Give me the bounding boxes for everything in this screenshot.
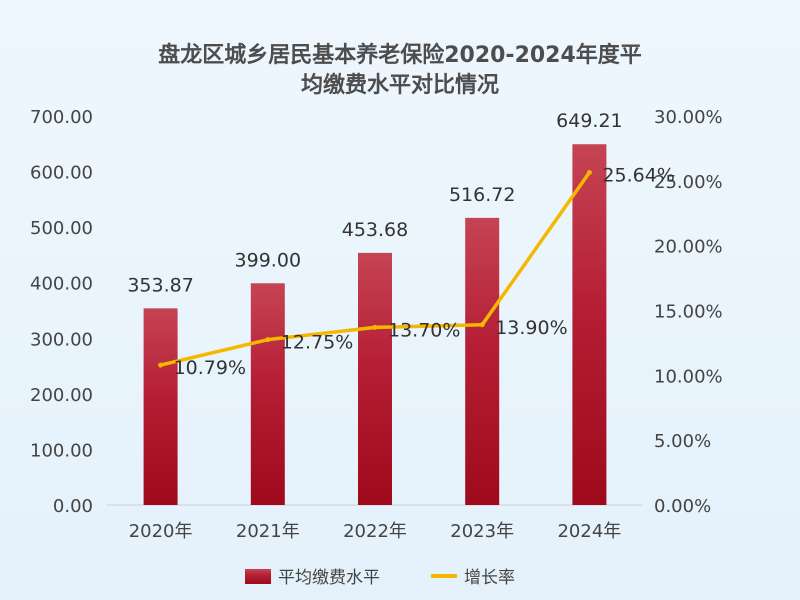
legend-label: 平均缴费水平 [278,568,380,588]
y-left-tick-label: 200.00 [30,385,93,406]
line-data-label: 13.90% [495,317,567,339]
line-point [479,322,485,328]
line-point [265,337,271,343]
line-data-label: 10.79% [174,357,246,379]
chart-title-line1: 盘龙区城乡居民基本养老保险2020-2024年度平 [158,42,642,68]
y-right-tick-label: 20.00% [654,237,723,258]
bar-data-label: 453.68 [342,219,408,241]
x-category-label: 2022年 [343,521,407,542]
y-left-tick-label: 600.00 [30,163,93,184]
bar [250,283,285,505]
y-right-tick-label: 30.00% [654,107,723,128]
bar [465,217,500,505]
y-right-tick-label: 10.00% [654,366,723,387]
line-point [586,170,592,176]
line-data-label: 13.70% [388,319,460,341]
line-point [372,324,378,330]
bar-data-label: 353.87 [127,274,193,296]
bar [143,308,178,505]
bar-data-label: 399.00 [235,249,301,271]
bar-data-label: 649.21 [556,110,622,132]
y-right-tick-label: 5.00% [654,431,711,452]
bar [358,252,392,505]
x-category-label: 2023年 [450,521,514,542]
y-right-tick-label: 0.00% [654,496,711,517]
y-left-tick-label: 500.00 [30,218,93,239]
chart-title-line2: 均缴费水平对比情况 [301,72,499,98]
x-category-label: 2021年 [236,521,300,542]
line-data-label: 12.75% [281,332,353,354]
legend-label: 增长率 [464,568,515,588]
y-right-tick-label: 25.00% [654,172,723,193]
line-data-label: 25.64% [602,165,674,187]
y-left-tick-label: 0.00 [53,496,93,517]
bar [572,144,607,505]
x-category-label: 2024年 [557,521,621,542]
y-left-tick-label: 100.00 [30,440,93,461]
y-left-tick-label: 700.00 [30,107,93,128]
bar-data-label: 516.72 [449,184,515,206]
y-left-tick-label: 300.00 [30,329,93,350]
legend-swatch-bar [245,569,271,584]
y-left-tick-label: 400.00 [30,274,93,295]
line-point [158,362,164,368]
x-category-label: 2020年 [129,521,193,542]
y-right-tick-label: 15.00% [654,302,723,323]
